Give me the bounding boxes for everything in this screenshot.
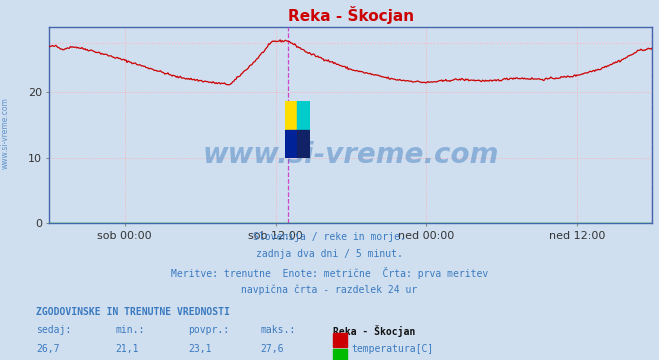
- Text: zadnja dva dni / 5 minut.: zadnja dva dni / 5 minut.: [256, 249, 403, 260]
- Text: povpr.:: povpr.:: [188, 325, 229, 336]
- Bar: [297, 130, 310, 158]
- Text: navpična črta - razdelek 24 ur: navpična črta - razdelek 24 ur: [241, 284, 418, 294]
- Bar: [297, 101, 310, 130]
- Title: Reka - Škocjan: Reka - Škocjan: [288, 6, 414, 24]
- Text: 27,6: 27,6: [260, 344, 284, 354]
- Text: min.:: min.:: [115, 325, 145, 336]
- Text: Slovenija / reke in morje.: Slovenija / reke in morje.: [253, 232, 406, 242]
- Bar: [285, 101, 297, 130]
- Text: sedaj:: sedaj:: [36, 325, 71, 336]
- Text: 26,7: 26,7: [36, 344, 60, 354]
- Text: 21,1: 21,1: [115, 344, 139, 354]
- Text: www.si-vreme.com: www.si-vreme.com: [203, 140, 499, 168]
- Text: 23,1: 23,1: [188, 344, 212, 354]
- Text: Meritve: trenutne  Enote: metrične  Črta: prva meritev: Meritve: trenutne Enote: metrične Črta: …: [171, 267, 488, 279]
- Text: Reka - Škocjan: Reka - Škocjan: [333, 325, 415, 337]
- Text: ZGODOVINSKE IN TRENUTNE VREDNOSTI: ZGODOVINSKE IN TRENUTNE VREDNOSTI: [36, 307, 230, 317]
- Bar: [285, 130, 297, 158]
- Text: maks.:: maks.:: [260, 325, 295, 336]
- Text: www.si-vreme.com: www.si-vreme.com: [1, 97, 10, 169]
- Text: temperatura[C]: temperatura[C]: [351, 344, 434, 354]
